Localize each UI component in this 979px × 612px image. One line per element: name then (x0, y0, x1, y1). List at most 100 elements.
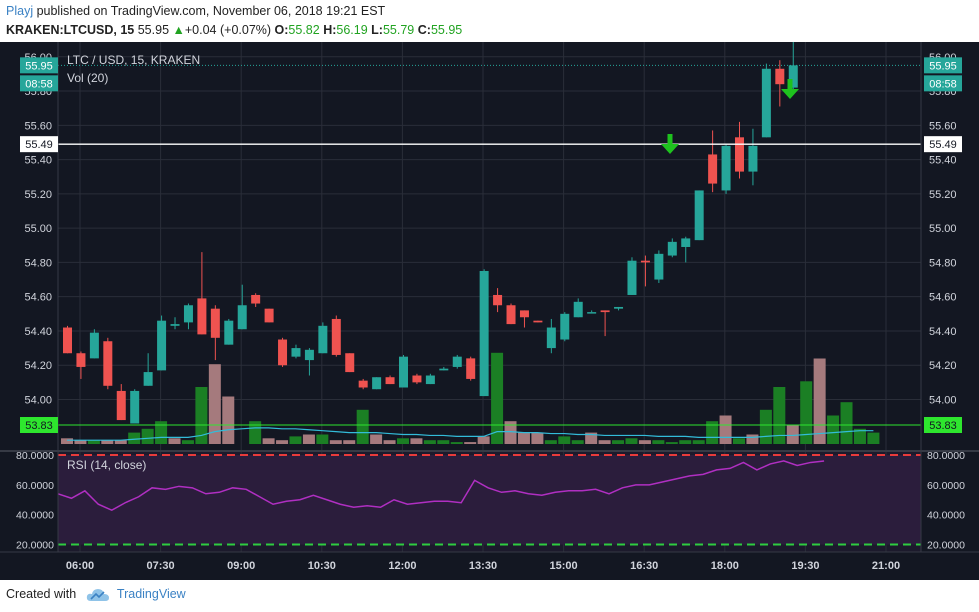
volume-bar (558, 436, 571, 444)
x-tick-label: 09:00 (227, 560, 255, 572)
high-label: H: (323, 23, 337, 37)
rsi-tick-label-right: 60.0000 (927, 480, 965, 492)
candle-body (640, 260, 650, 263)
low-label: L: (371, 23, 383, 37)
volume-bar (383, 440, 396, 444)
x-tick-label: 10:30 (308, 560, 336, 572)
rsi-pane-title: RSI (14, close) (67, 458, 146, 472)
open-value: 55.82 (288, 23, 320, 37)
down-arrow-icon (781, 79, 799, 99)
volume-bar (356, 409, 369, 444)
volume-bar (410, 438, 423, 444)
candle-body (735, 137, 744, 172)
volume-bar (585, 432, 598, 444)
volume-bar (87, 440, 100, 444)
candle-body (157, 320, 167, 371)
down-arrow-icon (661, 134, 679, 154)
countdown-tag-right: 08:58 (924, 75, 962, 92)
price-tag-text: 53.83 (929, 420, 957, 432)
volume-bar (329, 440, 342, 444)
candle-body (345, 353, 355, 373)
volume-pane-title: Vol (20) (67, 71, 108, 85)
volume-bar (101, 440, 114, 444)
volume-bar (168, 438, 181, 444)
price-tag-box (20, 75, 58, 92)
candle-body (533, 320, 543, 323)
volume-bar (114, 440, 127, 444)
candle-body (318, 325, 328, 354)
candle-body (170, 324, 180, 326)
candle-body (399, 356, 408, 388)
candle-body (264, 308, 274, 323)
y-tick-label-left: 55.40 (24, 155, 52, 167)
volume-bar (625, 438, 638, 444)
rsi-tick-label-left: 80.0000 (16, 450, 54, 462)
x-tick-label: 12:00 (388, 560, 416, 572)
last-price-tag-left: 55.95 (20, 57, 58, 74)
candle-body (358, 380, 368, 388)
candle-body (372, 377, 382, 390)
candle-body (89, 332, 99, 359)
price-tag-box (924, 417, 962, 433)
candle-body (210, 308, 220, 338)
candle-body (546, 327, 556, 349)
tradingview-link[interactable]: TradingView (116, 587, 186, 601)
candle-body (331, 318, 341, 355)
volume-bar (504, 421, 517, 444)
volume-bar (786, 425, 799, 444)
candle-body (721, 145, 731, 191)
y-tick-label-left: 54.80 (24, 257, 52, 269)
last-price-tag-right: 55.95 (924, 57, 962, 74)
y-tick-label-right: 54.20 (929, 360, 957, 372)
rsi-line (57, 460, 825, 512)
x-tick-label: 16:30 (630, 560, 658, 572)
low-value: 55.79 (382, 23, 415, 37)
candles (63, 42, 798, 424)
arrow-marker-1 (661, 134, 679, 154)
candle-body (654, 253, 664, 280)
candle-body (493, 294, 503, 306)
author-link[interactable]: Playj (6, 4, 34, 18)
price-chart[interactable]: 54.00 54.00 54.20 54.20 54.40 54.40 54.60 54.60… (0, 42, 979, 580)
y-tick-label-left: 54.40 (24, 326, 52, 338)
candle-body (627, 260, 637, 295)
price-tag-box (20, 136, 58, 153)
candle-body (667, 241, 677, 256)
y-tick-label-left: 55.00 (24, 223, 52, 235)
volume-bar (343, 440, 356, 444)
support-tag-right: 53.83 (924, 417, 962, 433)
candle-body (412, 375, 422, 383)
symbol-label: KRAKEN:LTCUSD, 15 (6, 23, 135, 37)
volume-bar (477, 436, 490, 444)
close-label: C: (417, 23, 431, 37)
last-price: 55.95 (137, 23, 170, 37)
volume-bar (181, 440, 194, 444)
volume-bar (612, 440, 625, 444)
candle-body (788, 65, 798, 88)
tradingview-cloud-icon (86, 588, 109, 601)
candle-body (479, 270, 489, 397)
volume-bar (249, 421, 262, 444)
rsi-tick-label-left: 20.0000 (16, 540, 54, 552)
candle-body (224, 320, 234, 345)
candle-body (251, 294, 261, 304)
published-text: published on TradingView.com, November 0… (36, 4, 386, 18)
volume-bar (195, 387, 208, 444)
price-tag-box (924, 136, 962, 153)
price-tag-text: 53.83 (25, 420, 53, 432)
price-change: +0.04 (+0.07%) (184, 23, 272, 37)
volume-bar (652, 440, 665, 444)
rsi-tick-label-right: 80.0000 (927, 450, 965, 462)
candle-body (116, 390, 126, 421)
y-tick-label-right: 55.20 (929, 189, 957, 201)
y-tick-label-right: 54.40 (929, 326, 957, 338)
volume-bar (867, 432, 880, 444)
volume-bar (61, 438, 73, 444)
volume-bar (746, 434, 759, 444)
candle-body (385, 377, 395, 385)
rsi-tick-label-left: 40.0000 (16, 510, 54, 522)
candle-body (600, 310, 610, 313)
volume-bar (316, 434, 329, 444)
up-triangle-icon: ▲ (172, 23, 185, 37)
candle-body (183, 305, 193, 323)
